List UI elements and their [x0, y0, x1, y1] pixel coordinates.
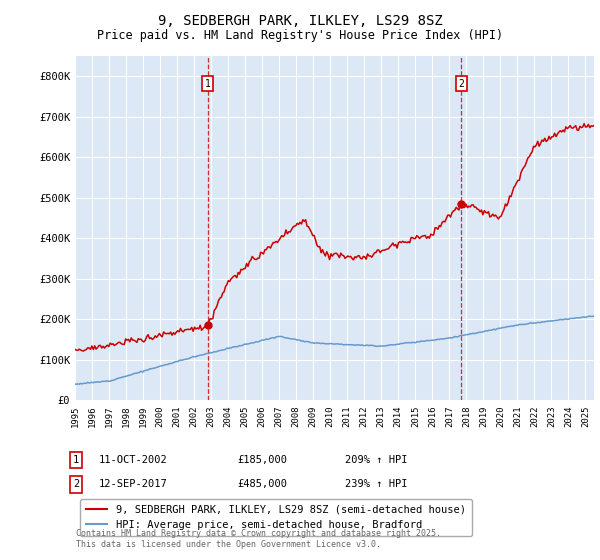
Text: 2: 2	[458, 78, 464, 88]
Text: Price paid vs. HM Land Registry's House Price Index (HPI): Price paid vs. HM Land Registry's House …	[97, 29, 503, 42]
Text: 209% ↑ HPI: 209% ↑ HPI	[345, 455, 407, 465]
Text: 9, SEDBERGH PARK, ILKLEY, LS29 8SZ: 9, SEDBERGH PARK, ILKLEY, LS29 8SZ	[158, 14, 442, 28]
Text: £185,000: £185,000	[237, 455, 287, 465]
Text: Contains HM Land Registry data © Crown copyright and database right 2025.
This d: Contains HM Land Registry data © Crown c…	[76, 529, 441, 549]
Text: 1: 1	[73, 455, 79, 465]
Text: £485,000: £485,000	[237, 479, 287, 489]
Text: 11-OCT-2002: 11-OCT-2002	[99, 455, 168, 465]
Text: 12-SEP-2017: 12-SEP-2017	[99, 479, 168, 489]
Text: 1: 1	[205, 78, 211, 88]
Text: 2: 2	[73, 479, 79, 489]
Legend: 9, SEDBERGH PARK, ILKLEY, LS29 8SZ (semi-detached house), HPI: Average price, se: 9, SEDBERGH PARK, ILKLEY, LS29 8SZ (semi…	[80, 498, 472, 536]
Text: 239% ↑ HPI: 239% ↑ HPI	[345, 479, 407, 489]
